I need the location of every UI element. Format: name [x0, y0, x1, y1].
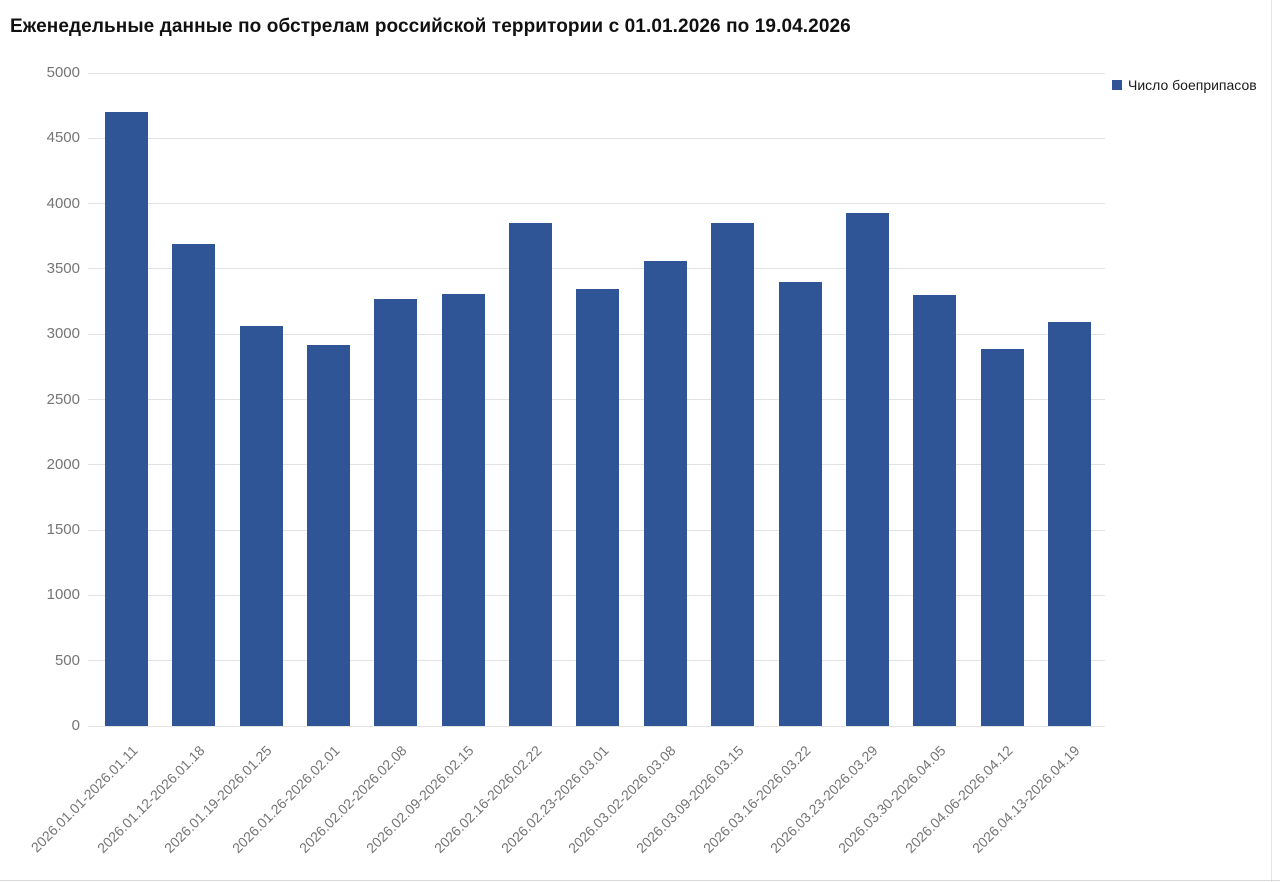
chart-title: Еженедельные данные по обстрелам российс…	[10, 16, 851, 37]
x-axis-label: 2026.01.19-2026.01.25	[161, 742, 275, 857]
x-axis-label: 2026.02.16-2026.02.22	[430, 742, 545, 857]
y-axis-tick-label: 2000	[46, 455, 80, 473]
bar-2026.02.02-2026.02.08	[374, 298, 418, 726]
bar-2026.03.23-2026.03.29	[845, 212, 889, 726]
gridline-y-4000	[88, 203, 1105, 205]
y-axis-tick-label: 0	[71, 717, 80, 734]
legend-marker-icon	[1112, 80, 1122, 90]
bar-2026.02.09-2026.02.15	[441, 293, 485, 726]
bar-2026.03.30-2026.04.05	[913, 295, 957, 726]
x-axis-label: 2026.01.26-2026.02.01	[228, 742, 343, 857]
gridline-y-3500	[88, 268, 1105, 270]
x-axis-label: 2026.03.16-2026.03.22	[699, 742, 814, 857]
y-axis-tick-label: 5000	[46, 64, 80, 81]
y-axis-tick-label: 3000	[46, 325, 80, 343]
legend: Число боеприпасов	[1112, 77, 1257, 93]
y-axis-tick-label: 500	[54, 651, 80, 669]
bar-2026.03.02-2026.03.08	[643, 261, 687, 726]
bar-2026.01.01-2026.01.11	[105, 112, 148, 726]
x-axis-label: 2026.01.12-2026.01.18	[93, 742, 208, 857]
bar-2026.01.12-2026.01.18	[172, 244, 216, 726]
x-axis-label: 2026.03.30-2026.04.05	[834, 742, 949, 857]
plot-area	[88, 72, 1105, 727]
x-axis-label: 2026.02.09-2026.02.15	[363, 742, 477, 857]
x-axis-label: 2026.04.06-2026.04.12	[901, 742, 1016, 857]
x-axis-label: 2026.04.13-2026.04.19	[969, 742, 1084, 857]
y-axis-tick-label: 4500	[46, 129, 80, 147]
bar-2026.04.13-2026.04.19	[1047, 322, 1091, 726]
x-axis-label: 2026.02.02-2026.02.08	[295, 742, 410, 857]
x-axis-label: 2026.03.23-2026.03.29	[767, 742, 882, 857]
bar-2026.03.09-2026.03.15	[711, 223, 755, 726]
gridline-y-4500	[88, 137, 1105, 139]
gridline-y-5000	[88, 72, 1105, 74]
y-axis-tick-label: 1000	[46, 586, 80, 604]
bar-2026.01.19-2026.01.25	[239, 326, 283, 726]
bar-2026.02.23-2026.03.01	[576, 288, 620, 726]
bar-2026.01.26-2026.02.01	[307, 344, 351, 726]
legend-label: Число боеприпасов	[1128, 77, 1257, 93]
bar-2026.04.06-2026.04.12	[980, 348, 1024, 726]
bar-2026.03.16-2026.03.22	[778, 281, 822, 726]
y-axis-tick-label: 3500	[46, 259, 80, 277]
x-axis-label: 2026.01.01-2026.01.11	[27, 742, 141, 856]
x-axis-label: 2026.03.02-2026.03.08	[565, 742, 679, 857]
y-axis-tick-label: 1500	[46, 521, 80, 539]
gridline-y-0	[88, 725, 1105, 727]
y-axis-tick-label: 2500	[46, 390, 80, 408]
y-axis-tick-label: 4000	[46, 194, 80, 212]
x-axis-label: 2026.03.09-2026.03.15	[632, 742, 747, 857]
frame-border-bottom	[0, 880, 1280, 881]
y-axis: 0 500 1000 1500 2000 2500 3000 3500 4000 4500 5000	[0, 64, 80, 734]
bar-2026.02.16-2026.02.22	[509, 223, 553, 726]
x-axis-label: 2026.02.23-2026.03.01	[497, 742, 612, 857]
frame-border-right	[1271, 0, 1272, 882]
